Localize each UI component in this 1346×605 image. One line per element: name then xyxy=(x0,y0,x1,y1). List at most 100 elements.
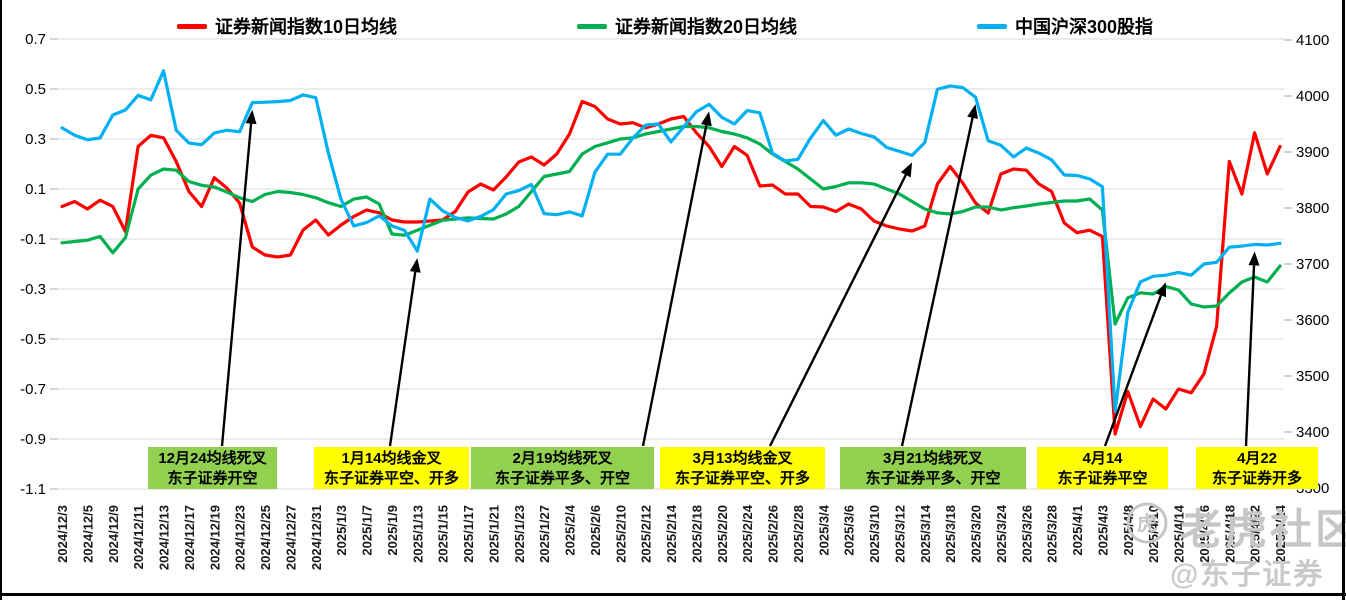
legend-item-news20d: 证券新闻指数20日均线 xyxy=(577,14,797,38)
y-axis-left-labels: 0.7 0.5 0.3 0.1 -0.1 -0.3 -0.5 -0.7 -0.9 -1.1 xyxy=(20,31,46,498)
svg-text:2025/3/10: 2025/3/10 xyxy=(867,505,882,563)
svg-text:-0.3: -0.3 xyxy=(20,281,46,298)
svg-text:0.5: 0.5 xyxy=(25,81,46,98)
annotation-line1: 4月14 xyxy=(1082,450,1123,467)
annotation-line2: 东子证券平多、开空 xyxy=(494,470,630,487)
watermark-brand: 老虎社区 xyxy=(1180,506,1346,553)
legend-label: 证券新闻指数20日均线 xyxy=(615,17,798,37)
svg-text:2025/4/24: 2025/4/24 xyxy=(1273,504,1288,563)
svg-text:虎: 虎 xyxy=(1137,511,1157,535)
svg-text:2025/2/18: 2025/2/18 xyxy=(689,505,704,563)
legend-label: 证券新闻指数10日均线 xyxy=(215,17,398,37)
annotation-box-mar21-death-cross: 3月21均线死叉 东子证券平多、开空 xyxy=(840,447,1026,489)
annotation-line2: 东子证券平空 xyxy=(1057,470,1148,487)
svg-text:2025/3/12: 2025/3/12 xyxy=(892,505,907,563)
svg-text:4100: 4100 xyxy=(1296,32,1329,49)
series-green-20day-ma-line xyxy=(60,124,1282,326)
svg-text:-0.1: -0.1 xyxy=(20,231,46,248)
svg-text:2025/1/9: 2025/1/9 xyxy=(385,505,400,556)
svg-text:2025/4/18: 2025/4/18 xyxy=(1222,505,1237,563)
svg-text:2025/3/6: 2025/3/6 xyxy=(842,505,857,556)
svg-text:2024/12/31: 2024/12/31 xyxy=(309,505,324,570)
svg-text:2025/3/14: 2025/3/14 xyxy=(918,504,933,563)
legend-swatch-green xyxy=(577,23,607,29)
svg-text:2024/12/23: 2024/12/23 xyxy=(233,505,248,570)
svg-text:-0.9: -0.9 xyxy=(20,431,46,448)
svg-text:2025/1/21: 2025/1/21 xyxy=(486,505,501,563)
svg-text:2025/2/24: 2025/2/24 xyxy=(740,504,755,563)
svg-text:2025/3/26: 2025/3/26 xyxy=(1019,505,1034,563)
svg-text:2025/1/7: 2025/1/7 xyxy=(360,505,375,556)
svg-text:2025/1/23: 2025/1/23 xyxy=(512,505,527,563)
annotation-arrows xyxy=(220,104,1260,447)
svg-text:2025/2/26: 2025/2/26 xyxy=(766,505,781,563)
svg-text:2025/3/24: 2025/3/24 xyxy=(994,504,1009,563)
annotation-box-jan14-golden-cross: 1月14均线金叉 东子证券平空、开多 xyxy=(314,447,469,489)
svg-text:4000: 4000 xyxy=(1296,88,1329,105)
svg-text:2025/2/14: 2025/2/14 xyxy=(664,504,679,563)
annotation-line1: 2月19均线死叉 xyxy=(512,450,613,467)
svg-text:2025/2/4: 2025/2/4 xyxy=(563,504,578,555)
annotation-box-feb19-death-cross: 2月19均线死叉 东子证券平多、开空 xyxy=(471,447,654,489)
annotation-line1: 3月13均线金叉 xyxy=(692,450,793,467)
svg-text:2025/3/20: 2025/3/20 xyxy=(969,505,984,563)
annotation-line1: 3月21均线死叉 xyxy=(882,450,984,467)
legend-swatch-red xyxy=(177,23,207,29)
annotation-box-apr22-open-long: 4月22 东子证券开多 xyxy=(1196,447,1318,489)
annotation-box-apr14-close-short: 4月14 东子证券平空 xyxy=(1037,447,1168,489)
svg-text:2025/1/27: 2025/1/27 xyxy=(537,505,552,563)
annotation-line2: 东子证券平空、开多 xyxy=(674,470,810,487)
svg-text:2025/3/28: 2025/3/28 xyxy=(1045,505,1060,563)
svg-text:2024/12/27: 2024/12/27 xyxy=(283,505,298,570)
svg-text:3500: 3500 xyxy=(1296,368,1329,385)
svg-text:2024/12/13: 2024/12/13 xyxy=(157,505,172,570)
svg-text:2025/2/10: 2025/2/10 xyxy=(613,505,628,563)
svg-text:0.1: 0.1 xyxy=(25,181,46,198)
series-red-10day-ma-line xyxy=(60,99,1282,436)
watermark-handle: @东子证券 xyxy=(1170,559,1325,591)
y-axis-right-labels: 410040003900380037003600350034003300 xyxy=(1284,32,1329,497)
svg-text:0.3: 0.3 xyxy=(25,131,46,148)
svg-text:2025/4/16: 2025/4/16 xyxy=(1197,505,1212,563)
svg-text:2025/4/22: 2025/4/22 xyxy=(1248,505,1263,563)
svg-text:2025/4/14: 2025/4/14 xyxy=(1172,504,1187,563)
svg-text:3800: 3800 xyxy=(1296,200,1329,217)
bottom-border xyxy=(0,593,1346,596)
svg-text:2025/4/1: 2025/4/1 xyxy=(1070,505,1085,556)
svg-text:2024/12/5: 2024/12/5 xyxy=(80,505,95,563)
series-blue-csi300-line xyxy=(60,69,1282,413)
svg-text:2025/1/15: 2025/1/15 xyxy=(436,505,451,563)
svg-text:2025/4/3: 2025/4/3 xyxy=(1095,505,1110,556)
svg-text:-1.1: -1.1 xyxy=(20,481,46,498)
annotation-line1: 1月14均线金叉 xyxy=(341,450,442,467)
svg-text:2024/12/19: 2024/12/19 xyxy=(207,505,222,570)
x-axis-labels: 2024/12/3 2024/12/5 2024/12/9 2024/12/11 202… xyxy=(55,504,1288,570)
svg-text:2024/12/25: 2024/12/25 xyxy=(258,505,273,570)
legend-swatch-blue xyxy=(977,23,1007,29)
annotation-box-dec24-death-cross: 12月24均线死叉 东子证券开空 xyxy=(148,447,277,489)
svg-text:2025/2/28: 2025/2/28 xyxy=(791,505,806,563)
legend-label: 中国沪深300股指 xyxy=(1015,17,1154,37)
svg-text:2025/2/6: 2025/2/6 xyxy=(588,505,603,556)
svg-text:-0.7: -0.7 xyxy=(20,381,46,398)
svg-text:3900: 3900 xyxy=(1296,144,1329,161)
annotation-line2: 东子证券平空、开多 xyxy=(323,470,459,487)
annotation-line2: 东子证券开多 xyxy=(1211,470,1302,487)
svg-text:3700: 3700 xyxy=(1296,256,1329,273)
annotation-line1: 12月24均线死叉 xyxy=(158,450,267,467)
left-border xyxy=(0,0,2,600)
svg-text:2025/1/3: 2025/1/3 xyxy=(334,505,349,556)
svg-text:3400: 3400 xyxy=(1296,424,1329,441)
svg-text:2025/3/4: 2025/3/4 xyxy=(816,504,831,555)
svg-text:2025/2/12: 2025/2/12 xyxy=(639,505,654,563)
svg-text:2025/1/13: 2025/1/13 xyxy=(410,505,425,563)
svg-text:2025/2/20: 2025/2/20 xyxy=(715,505,730,563)
svg-text:2025/4/10: 2025/4/10 xyxy=(1146,505,1161,563)
svg-text:-0.5: -0.5 xyxy=(20,331,46,348)
legend-item-csi300: 中国沪深300股指 xyxy=(977,14,1153,38)
tiger-logo-icon: 虎 xyxy=(1126,502,1168,544)
svg-text:2024/12/3: 2024/12/3 xyxy=(55,505,70,563)
right-border xyxy=(1342,0,1345,600)
